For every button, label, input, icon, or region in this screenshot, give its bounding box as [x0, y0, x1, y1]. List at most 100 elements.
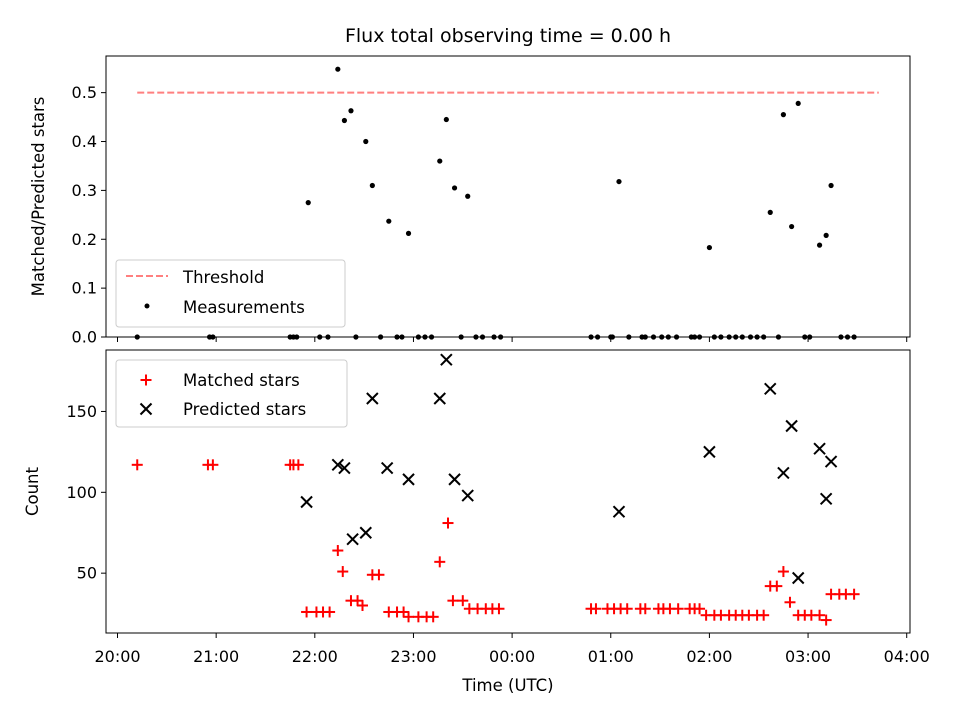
- measurement-point: [706, 244, 713, 251]
- predicted-point: [448, 473, 461, 486]
- matched-point: [848, 588, 860, 600]
- bottom-x-tick-label: 22:00: [292, 647, 338, 666]
- bottom-x-tick-label: 00:00: [489, 647, 535, 666]
- measurement-point: [341, 117, 348, 124]
- predicted-point: [612, 505, 626, 518]
- top-legend-box: [115, 259, 346, 328]
- matched-point: [332, 545, 344, 557]
- measurement-point: [335, 66, 341, 72]
- measurement-point: [405, 230, 412, 236]
- bottom-x-tick-label: 01:00: [588, 647, 634, 666]
- predicted-point-b: [433, 392, 446, 405]
- top-y-axis-label: Matched/Predicted stars: [29, 97, 48, 297]
- matched-point: [694, 603, 706, 615]
- predicted-point-b: [824, 455, 838, 468]
- matched-point: [493, 603, 505, 615]
- predicted-point: [433, 392, 446, 405]
- bottom-y-axis-label: Count: [23, 466, 42, 516]
- matched-point: [820, 614, 832, 626]
- predicted-point-b: [338, 461, 351, 475]
- matched-point: [337, 566, 349, 578]
- predicted-point: [359, 526, 372, 539]
- predicted-point: [813, 442, 826, 455]
- measurement-point: [465, 193, 471, 199]
- predicted-point: [777, 466, 790, 480]
- matched-point: [373, 569, 385, 581]
- predicted-point-b: [819, 492, 833, 505]
- bottom-y-ticks: 50 100 150: [66, 402, 106, 583]
- measurement-point: [828, 182, 834, 189]
- predicted-point: [366, 392, 379, 405]
- predicted-point-b: [448, 473, 461, 486]
- legend-measurements-swatch: [144, 303, 150, 309]
- matched-point: [324, 606, 336, 618]
- legend-matched-swatch: [140, 374, 152, 386]
- measurement-point: [363, 138, 369, 145]
- bottom-panel: 50 100 150 20:00 21:00 22:00 23:00 00:00 01:00 0…: [23, 349, 930, 695]
- matched-point: [427, 611, 439, 623]
- matched-point: [457, 595, 469, 607]
- measurement-point: [795, 100, 801, 107]
- predicted-point-b: [791, 571, 805, 585]
- legend-predicted-label: Predicted stars: [183, 400, 306, 419]
- bottom-legend: Matched stars Predicted stars: [115, 359, 348, 428]
- legend-measurements-label: Measurements: [183, 298, 305, 317]
- matched-point: [292, 459, 304, 471]
- predicted-point: [461, 489, 474, 502]
- bottom-x-tick-label: 23:00: [390, 647, 436, 666]
- measurement-point: [348, 108, 354, 114]
- legend-predicted-marker: [139, 402, 153, 416]
- matched-point: [442, 517, 454, 529]
- matched-point: [758, 609, 770, 621]
- bottom-y-tick-label: 100: [66, 483, 97, 502]
- predicted-point-b: [300, 495, 313, 509]
- predicted-point: [703, 445, 716, 459]
- legend-predicted-marker-b: [139, 402, 153, 416]
- matched-point: [590, 603, 602, 615]
- measurement-point: [616, 178, 622, 185]
- measurement-point: [305, 200, 311, 206]
- top-y-tick-label: 0.3: [72, 181, 97, 200]
- predicted-point: [824, 455, 838, 468]
- matched-point: [784, 596, 796, 608]
- predicted-point: [402, 473, 415, 486]
- matched-point: [639, 603, 651, 615]
- bottom-legend-box: [115, 359, 348, 428]
- matched-point: [434, 556, 446, 568]
- bottom-x-tick-label: 20:00: [94, 647, 140, 666]
- predicted-point-b: [764, 382, 777, 396]
- predicted-point: [331, 458, 345, 472]
- measurement-point: [437, 158, 443, 164]
- predicted-point-b: [461, 489, 474, 502]
- predicted-point: [380, 461, 394, 475]
- predicted-point-b: [785, 419, 798, 433]
- matched-point: [672, 603, 684, 615]
- top-y-tick-label: 0.4: [72, 132, 97, 151]
- matched-point: [352, 595, 364, 607]
- matched-point: [131, 459, 143, 471]
- measurement-point: [369, 182, 375, 189]
- x-axis-label: Time (UTC): [461, 676, 553, 695]
- top-axes-frame: [105, 55, 911, 338]
- matched-point: [621, 603, 633, 615]
- top-x-ticks: [117, 337, 908, 342]
- predicted-point: [819, 492, 833, 505]
- bottom-x-ticks: 20:00 21:00 22:00 23:00 00:00 01:00 02:00 03:00…: [94, 633, 930, 666]
- legend-predicted-swatch: [139, 402, 153, 416]
- chart-title: Flux total observing time = 0.00 h: [345, 25, 671, 47]
- measurement-point: [789, 223, 795, 230]
- predicted-point: [791, 571, 805, 585]
- bottom-x-tick-label: 04:00: [884, 647, 930, 666]
- legend-threshold-label: Threshold: [182, 268, 264, 287]
- legend-matched-marker: [140, 374, 152, 386]
- top-panel: 0.0 0.1 0.2 0.3 0.4 0.5 Matched/Predicted sta…: [29, 55, 911, 347]
- bottom-axes-frame: [105, 349, 911, 634]
- measurement-point: [451, 185, 458, 191]
- top-y-tick-label: 0.5: [72, 83, 97, 102]
- predicted-point-b: [703, 445, 716, 459]
- predicted-point-b: [380, 461, 394, 475]
- bottom-x-tick-label: 03:00: [785, 647, 831, 666]
- measurement-point: [816, 242, 823, 248]
- predicted-point: [346, 532, 359, 546]
